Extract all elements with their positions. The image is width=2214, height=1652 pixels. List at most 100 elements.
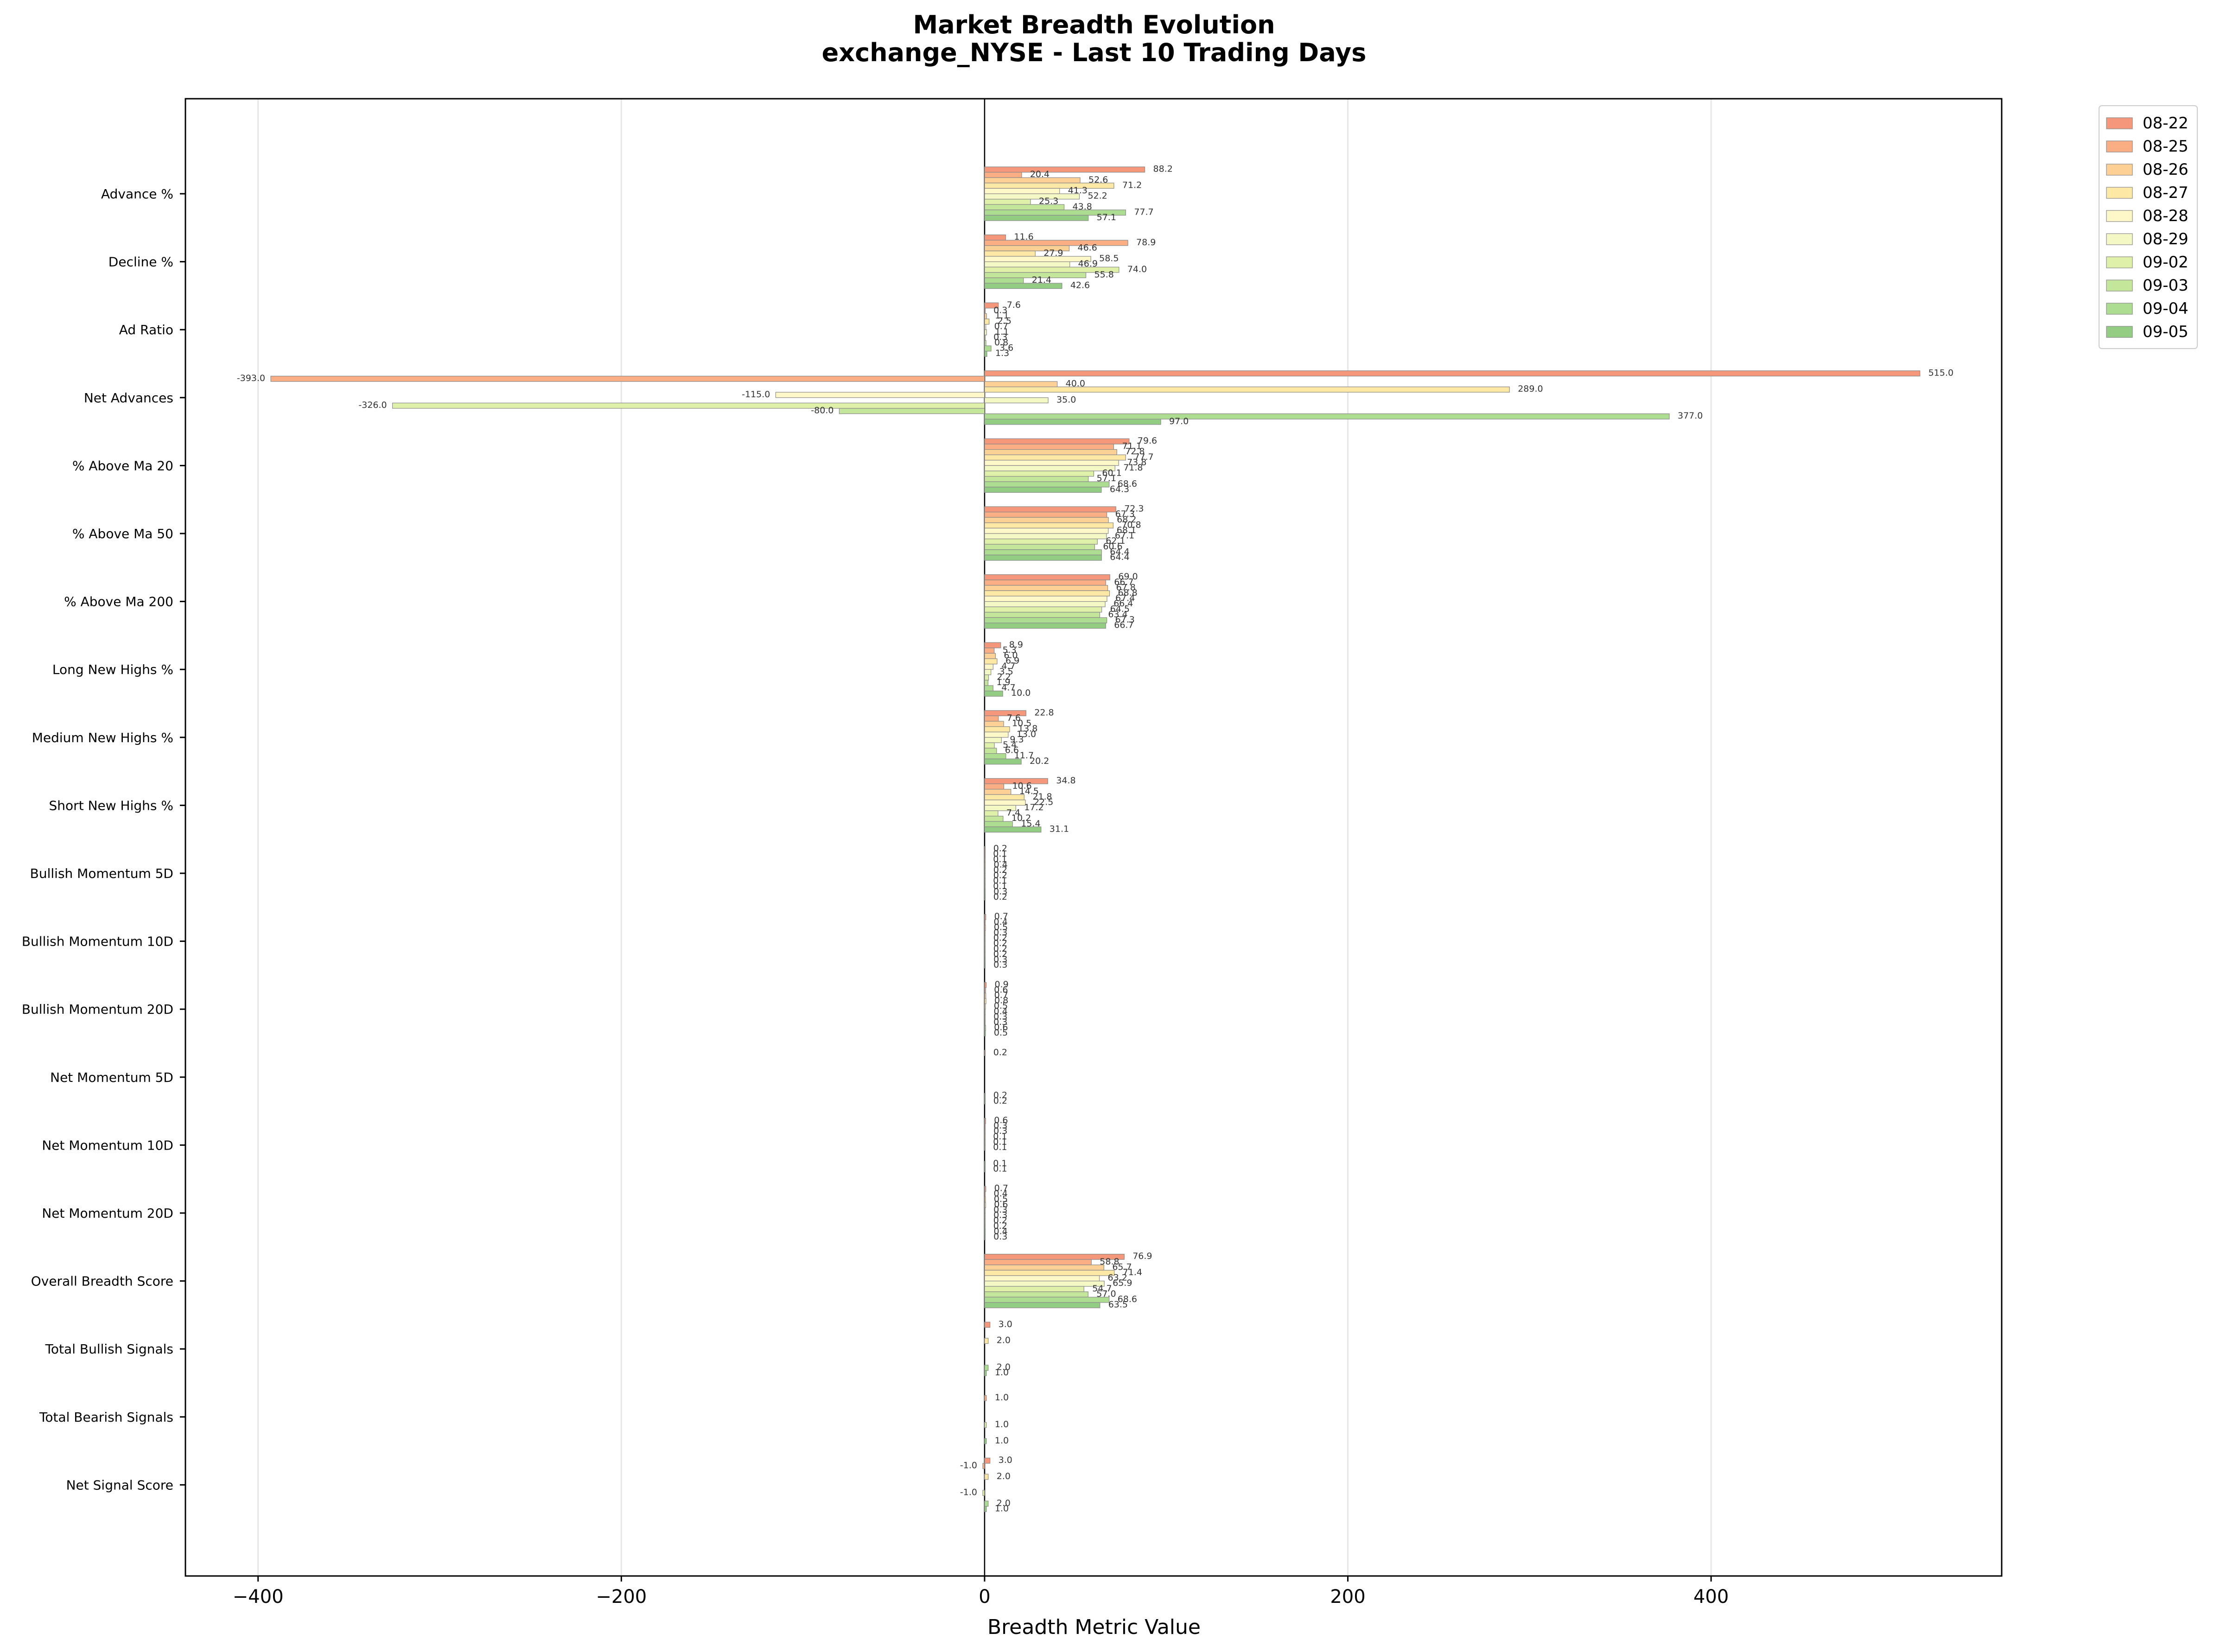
bar <box>984 1291 1088 1298</box>
bar <box>984 846 986 852</box>
y-tick-label: Bullish Momentum 10D <box>22 934 173 949</box>
legend-entry: 08-27 <box>2143 184 2189 202</box>
bar <box>984 883 986 890</box>
bar <box>984 1019 986 1026</box>
bar-value-label: 2.0 <box>997 1498 1011 1508</box>
bar-value-label: 65.9 <box>1113 1278 1132 1288</box>
bar-value-label: 0.2 <box>993 944 1007 954</box>
bar <box>984 726 1010 732</box>
bar-value-label: 17.2 <box>1024 802 1043 813</box>
bar <box>984 783 1005 790</box>
bar-value-label: 0.1 <box>993 1158 1007 1169</box>
bar <box>984 952 986 958</box>
y-tick-label: Net Signal Score <box>66 1477 173 1493</box>
bar-value-label: 73.8 <box>1127 457 1146 467</box>
bar <box>984 313 987 319</box>
bar <box>984 742 995 749</box>
bar-value-label: 52.6 <box>1088 175 1108 185</box>
x-tick-label: 400 <box>1693 1586 1729 1608</box>
bar-value-label: 13.0 <box>1017 729 1036 739</box>
bar <box>984 1161 986 1167</box>
bar-value-label: 0.6 <box>994 1199 1008 1209</box>
bar <box>984 590 1110 597</box>
bar <box>984 517 1109 523</box>
bar-value-label: 0.1 <box>993 1137 1007 1147</box>
bar <box>984 1500 989 1507</box>
bar-value-label: 0.6 <box>994 985 1008 995</box>
bar-value-label: 8.9 <box>1009 640 1023 650</box>
bar-value-label: 0.8 <box>994 337 1008 348</box>
bar-value-label: 2.0 <box>997 1335 1011 1346</box>
bar-value-label: 6.6 <box>1005 745 1019 756</box>
legend: 08-22 08-25 08-26 08-27 08-28 08-29 09-02 09-03… <box>2099 105 2198 349</box>
bar-value-label: 54.7 <box>1092 1283 1112 1294</box>
bar <box>984 1218 986 1224</box>
bar <box>984 1207 986 1214</box>
bar-value-label: 3.5 <box>999 667 1013 677</box>
bar-value-label: 10.5 <box>1012 718 1031 729</box>
bar-value-label: 46.9 <box>1078 259 1098 269</box>
bar-value-label: 0.5 <box>994 1194 1008 1204</box>
bar-value-label: 3.0 <box>999 1319 1012 1329</box>
bar <box>984 810 999 817</box>
bar <box>984 1506 987 1512</box>
bar <box>984 669 992 675</box>
bar <box>984 193 1080 200</box>
bar <box>984 419 1161 425</box>
bar <box>984 1191 986 1197</box>
bar <box>984 1322 991 1328</box>
bar <box>984 172 1022 178</box>
bar <box>984 731 1009 738</box>
bar-value-label: 20.4 <box>1030 169 1050 179</box>
bar <box>984 444 1114 450</box>
bar <box>984 413 1670 419</box>
bar-value-label: 0.1 <box>993 881 1007 891</box>
bar <box>984 800 1026 806</box>
bar <box>984 1296 1110 1303</box>
bar-value-label: -115.0 <box>742 389 770 400</box>
bar <box>984 685 993 692</box>
y-tick-label: Overall Breadth Score <box>31 1274 173 1289</box>
bar-value-label: 515.0 <box>1928 368 1953 378</box>
y-tick-label: Net Advances <box>84 390 173 406</box>
bar-value-label: 72.8 <box>1125 446 1145 457</box>
y-tick-label: Short New Highs % <box>49 798 173 813</box>
bar <box>984 308 986 314</box>
bar <box>982 1490 985 1496</box>
bar-value-label: 20.2 <box>1030 756 1049 766</box>
bar <box>984 397 1049 403</box>
bar <box>984 240 1128 246</box>
bar <box>984 1009 986 1015</box>
bar <box>984 335 986 341</box>
bar-value-label: 1.0 <box>995 1419 1009 1430</box>
bar <box>984 878 986 884</box>
bar-layer <box>270 166 1921 1512</box>
bar <box>984 821 1013 827</box>
bar-value-label: 71.8 <box>1123 463 1143 473</box>
y-tick-label: Net Momentum 20D <box>42 1206 173 1221</box>
bar-value-label: 7.6 <box>1007 300 1021 310</box>
bar <box>984 277 1024 284</box>
bar-value-label: 58.5 <box>1099 254 1119 264</box>
bar <box>984 1123 986 1130</box>
bar <box>984 710 1026 717</box>
bar <box>984 601 1106 607</box>
bar <box>984 962 986 969</box>
value-labels: 88.2 20.4 52.6 71.2 41.352.2 25.3 43.8 77.7 57.1… <box>237 164 1953 1514</box>
bar-value-label: 2.0 <box>997 1471 1011 1481</box>
bar <box>984 914 986 920</box>
bar-value-label: 377.0 <box>1678 411 1703 421</box>
bar-value-label: 25.3 <box>1039 196 1058 206</box>
bar-value-label: 2.2 <box>997 672 1011 682</box>
bar-value-label: 64.4 <box>1110 546 1129 557</box>
bar-value-label: 68.2 <box>1117 515 1136 525</box>
bar <box>984 982 987 988</box>
x-tick-label: −200 <box>596 1586 647 1608</box>
bar <box>984 544 1095 550</box>
bar-value-label: 10.2 <box>1012 813 1031 823</box>
bar <box>984 340 986 346</box>
bar <box>984 449 1117 455</box>
bar <box>984 370 1921 376</box>
bar-value-label: 65.7 <box>1112 1262 1132 1272</box>
bar <box>984 1474 989 1480</box>
